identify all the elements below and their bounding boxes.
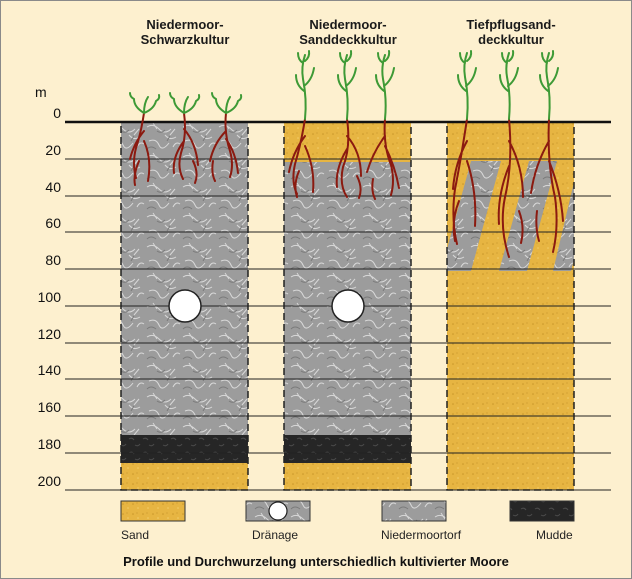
plants-schwarzkultur [129,92,243,114]
legend-swatches [120,500,575,522]
title-sanddeckkultur-line2: Sanddeckkultur [299,32,397,47]
legend-swatch-sand [120,500,186,522]
depth-tick-label: 0 [53,105,61,121]
depth-tick-label: 200 [37,473,61,489]
roots-sanddeckkultur [288,118,400,200]
title-tiefpflugsanddeckkultur-line1: Tiefpflugsand- [466,17,556,32]
legend-label-peat: Niedermoortorf [381,528,462,542]
title-sanddeckkultur: Niedermoor- Sanddeckkultur [263,17,433,47]
plants-tiefpflugsanddeckkultur [457,50,559,120]
depth-tick-label: 40 [45,179,61,195]
depth-tick-label: 140 [37,362,61,378]
title-schwarzkultur: Niedermoor- Schwarzkultur [100,17,270,47]
roots-schwarzkultur [129,112,239,186]
title-schwarzkultur-line2: Schwarzkultur [140,32,230,47]
column-schwarzkultur [120,121,249,491]
title-schwarzkultur-line1: Niedermoor- [146,17,224,32]
depth-tick-label: 60 [45,215,61,231]
legend-swatch-mud [509,500,575,522]
depth-tick-label: 80 [45,252,61,268]
drainage-pipe [331,289,365,323]
depth-tick-label: 120 [37,326,61,342]
legend-swatch-peat [381,500,447,522]
depth-tick-label: 160 [37,399,61,415]
title-tiefpflugsanddeckkultur-line2: deckkultur [478,32,544,47]
legend-label-drainage: Dränage [252,528,299,542]
roots-tiefpflugsanddeckkultur [452,118,564,258]
title-tiefpflugsanddeckkultur: Tiefpflugsand- deckkultur [426,17,596,47]
title-sanddeckkultur-line1: Niedermoor- [309,17,387,32]
figure-caption: Profile und Durchwurzelung unterschiedli… [123,554,509,569]
drainage-pipe [168,289,202,323]
legend-label-sand: Sand [121,528,150,542]
legend-drainage-pipe-icon [268,501,288,521]
plants-sanddeckkultur [295,50,395,120]
legend-label-mud: Mudde [536,528,573,542]
depth-tick-label: 100 [37,289,61,305]
depth-tick-label: 180 [37,436,61,452]
depth-tick-label: 20 [45,142,61,158]
depth-unit-label: m [35,84,47,100]
